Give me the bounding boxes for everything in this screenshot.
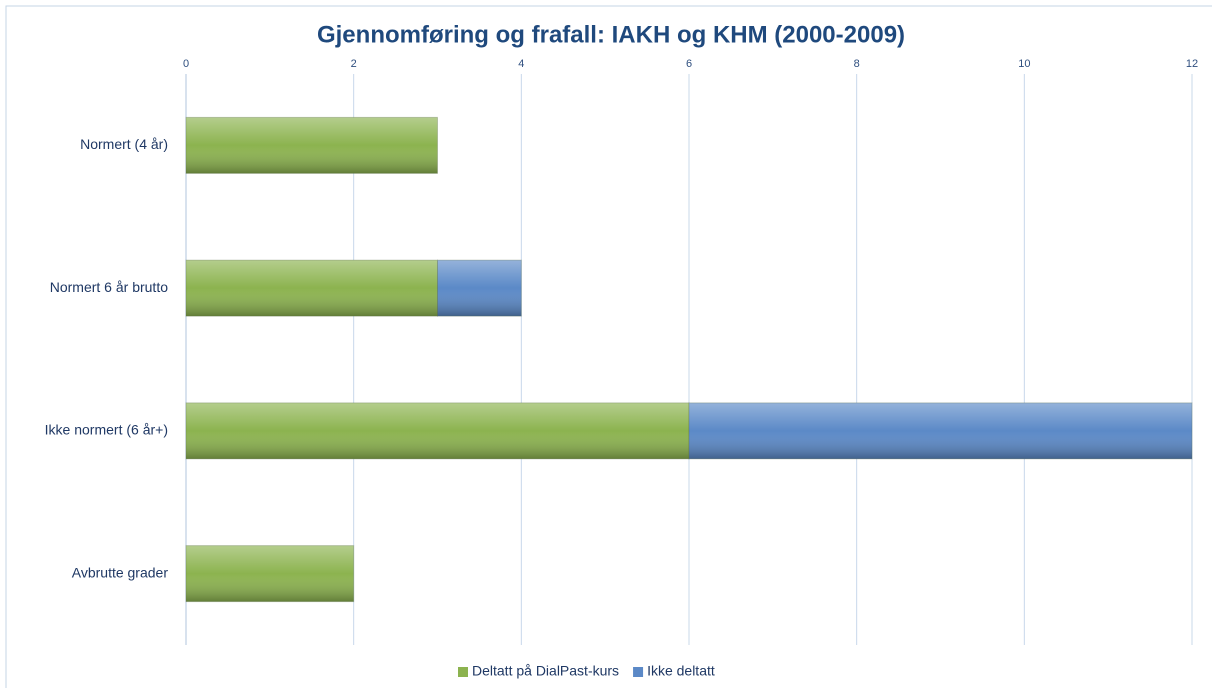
x-tick-label: 2: [351, 58, 357, 70]
chart-title: Gjennomføring og frafall: IAKH og KHM (2…: [317, 21, 905, 48]
x-tick-label: 12: [1186, 58, 1198, 70]
bar-shade: [185, 545, 355, 603]
legend-label: Ikke deltatt: [647, 663, 715, 679]
legend-swatch: [633, 667, 644, 677]
bar-shade: [185, 259, 438, 317]
x-tick-label: 8: [854, 58, 860, 70]
legend-swatch: [458, 667, 468, 677]
chart-border: [5, 5, 1212, 688]
y-tick-label: Ikke normert (6 år+): [45, 422, 168, 438]
legend-label: Deltatt på DialPast-kurs: [472, 663, 619, 679]
y-tick-label: Normert (4 år): [80, 136, 168, 152]
x-tick-label: 4: [518, 58, 524, 70]
x-tick-label: 0: [183, 58, 189, 70]
y-tick-label: Normert 6 år brutto: [50, 279, 168, 295]
x-tick-label: 6: [686, 58, 692, 70]
x-tick-label: 10: [1018, 58, 1030, 70]
bar-shade: [437, 259, 522, 317]
bar-shade: [185, 402, 690, 460]
bar-shade: [185, 116, 438, 174]
bar-shade: [688, 402, 1193, 460]
y-tick-label: Avbrutte grader: [72, 564, 169, 580]
